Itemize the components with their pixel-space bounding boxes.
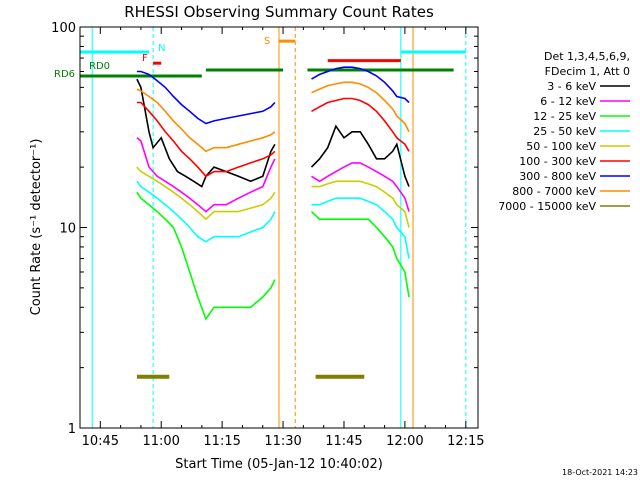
y-tick-label: 100 [51,21,76,36]
annotation-rd6: RD6 [54,69,75,80]
series-line-5 [136,97,410,178]
x-tick-label: 11:15 [203,434,240,449]
x-tick-label: 12:00 [386,434,423,449]
legend-label: 50 - 100 keV [526,140,596,153]
series-group [136,66,410,379]
x-tick-label: 11:30 [264,434,301,449]
legend-header-2: FDecim 1, Att 0 [545,65,630,78]
series-line-2 [136,191,410,321]
axes-group: 10:45 11:00 11:15 11:30 11:45 12:00 12:15 1 10 10… [51,21,484,449]
chart-title: RHESSI Observing Summary Count Rates [124,3,434,21]
annotation-n: N [158,43,165,54]
x-axis-label: Start Time (05-Jan-12 10:40:02) [175,457,383,472]
series-line-1 [136,137,410,213]
annotation-f: F [142,53,148,64]
flag-bands [80,27,467,428]
legend-label: 800 - 7000 keV [512,185,596,198]
series-line-0 [136,78,410,188]
legend-label: 6 - 12 keV [540,95,596,108]
legend-label: 12 - 25 keV [533,110,596,123]
x-tick-label: 11:00 [142,434,179,449]
y-tick-label: 10 [59,222,76,237]
annotation-rd0: RD0 [89,61,110,72]
x-tick-label: 10:45 [82,434,119,449]
y-tick-label: 1 [68,422,76,437]
legend-label: 300 - 800 keV [519,170,596,183]
legend-label: 100 - 300 keV [519,155,596,168]
series-line-6 [136,66,410,125]
legend-header-1: Det 1,3,4,5,6,9, [544,50,630,63]
legend-label: 3 - 6 keV [547,80,596,93]
legend-label: 7000 - 15000 keV [498,200,596,213]
timestamp: 18-Oct-2021 14:23 [562,468,638,477]
x-tick-label: 11:45 [325,434,362,449]
legend-label: 25 - 50 keV [533,125,596,138]
series-line-7 [136,81,410,153]
y-axis-label: Count Rate (s⁻¹ detector⁻¹) [29,139,44,316]
series-line-4 [136,166,410,228]
legend: 3 - 6 keV 6 - 12 keV 12 - 25 keV 25 - 50 ke… [498,80,630,213]
x-tick-label: 12:15 [447,434,484,449]
annotation-s: S [264,36,270,47]
series-line-3 [136,180,410,259]
